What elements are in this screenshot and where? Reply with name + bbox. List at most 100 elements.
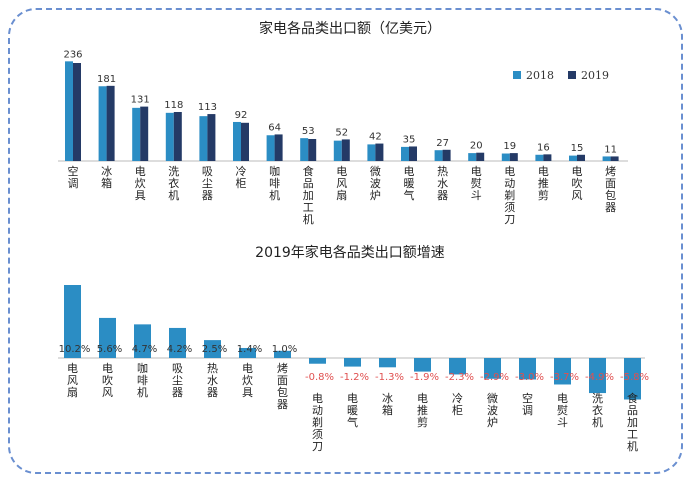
export-value-label: 64 (268, 122, 281, 133)
export-value-label: 15 (571, 143, 584, 154)
growth-bar-16 (624, 358, 641, 400)
growth-bar-4 (204, 340, 221, 358)
export-value-label: 52 (335, 127, 348, 138)
export-bar-2019-14 (543, 154, 552, 161)
export-category-label: 电熨斗 (471, 165, 482, 202)
export-value-label: 11 (604, 144, 617, 155)
export-chart-plot: 236 空调 181 冰箱 131 电炊具 118 洗衣机 113 吸尘器 92 冷柜 64 咖啡机 53 食… (58, 49, 628, 226)
export-bar-2018-6 (266, 135, 275, 161)
export-bar-2018-0 (65, 61, 73, 161)
growth-category-label: 电推剪 (417, 392, 428, 429)
export-bar-2018-1 (98, 86, 107, 161)
export-bar-2019-16 (610, 156, 619, 161)
export-bar-2019-2 (140, 106, 149, 161)
growth-bar-15 (589, 358, 606, 394)
export-category-label: 微波炉 (370, 164, 381, 202)
growth-value-label: -1.2% (340, 372, 369, 383)
export-bar-2019-0 (73, 63, 81, 161)
growth-chart-title: 2019年家电各品类出口额增速 (255, 244, 445, 261)
growth-category-label: 微波炉 (487, 391, 498, 429)
export-bar-2019-4 (207, 114, 216, 161)
export-value-label: 27 (436, 138, 449, 149)
export-bar-2019-10 (409, 146, 417, 161)
export-category-label: 热水器 (437, 165, 448, 202)
growth-bar-7 (309, 358, 326, 364)
growth-category-label: 冰箱 (382, 392, 393, 417)
growth-category-label: 空调 (522, 391, 533, 417)
growth-bar-12 (484, 358, 501, 379)
growth-category-label: 电风扇 (67, 362, 78, 399)
export-value-label: 181 (97, 74, 116, 85)
legend-swatch-2018 (513, 71, 521, 79)
growth-category-label: 冷柜 (452, 392, 463, 417)
export-bar-2018-15 (569, 155, 577, 161)
export-category-label: 电暖气 (404, 165, 415, 202)
export-category-label: 烤面包器 (605, 164, 616, 214)
growth-category-label: 洗衣机 (592, 392, 603, 429)
export-bar-2019-1 (106, 85, 115, 161)
export-bar-2019-3 (173, 112, 182, 161)
growth-bar-14 (554, 358, 571, 385)
growth-bar-5 (239, 347, 256, 358)
export-category-label: 咖啡机 (269, 164, 280, 202)
growth-category-label: 电熨斗 (557, 392, 568, 429)
growth-value-label: 1.0% (272, 344, 297, 355)
growth-value-label: 5.6% (97, 344, 122, 355)
export-category-label: 电炊具 (135, 165, 146, 202)
growth-bar-6 (274, 350, 291, 358)
export-category-label: 冷柜 (236, 165, 247, 190)
export-bar-2018-11 (434, 150, 443, 161)
export-bar-2019-5 (241, 122, 249, 161)
export-chart-title: 家电各品类出口额（亿美元） (259, 20, 441, 37)
export-bar-2018-5 (233, 121, 241, 161)
growth-category-label: 食品加工机 (627, 391, 638, 453)
growth-bar-9 (379, 358, 396, 368)
growth-category-label: 烤面包器 (277, 361, 288, 411)
export-bar-2018-2 (132, 107, 141, 161)
export-value-label: 131 (131, 95, 150, 106)
export-value-label: 20 (470, 141, 483, 152)
growth-value-label: 4.7% (132, 344, 157, 355)
growth-value-label: -1.3% (375, 372, 404, 383)
export-category-label: 吸尘器 (202, 165, 213, 202)
growth-bar-13 (519, 358, 536, 380)
growth-category-label: 吸尘器 (172, 362, 183, 399)
export-bar-2018-12 (468, 153, 477, 161)
export-bar-2019-7 (308, 138, 317, 161)
export-bar-2019-9 (375, 143, 384, 161)
export-value-label: 236 (63, 49, 82, 60)
export-bar-2018-13 (501, 153, 510, 161)
export-bar-2019-12 (476, 152, 485, 161)
growth-value-label: -3.7% (550, 372, 579, 383)
export-value-label: 53 (302, 126, 315, 137)
growth-category-label: 电暖气 (347, 392, 358, 429)
legend-label-2019: 2019 (581, 69, 609, 82)
export-category-label: 电吹风 (572, 165, 583, 202)
growth-value-label: 1.4% (237, 344, 262, 355)
export-bar-2019-15 (577, 154, 585, 161)
growth-bar-1 (99, 317, 116, 358)
export-bar-2018-16 (602, 156, 611, 161)
growth-category-label: 电动剃须刀 (312, 392, 323, 453)
export-category-label: 电风扇 (336, 165, 347, 202)
growth-chart-plot: 10.2% 电风扇 5.6% 电吹风 4.7% 咖啡机 4.2% 吸尘器 2.5% 热水器 1.4%… (58, 285, 649, 453)
growth-value-label: 10.2% (59, 344, 91, 355)
growth-value-label: -3.0% (515, 372, 544, 383)
growth-bar-11 (449, 358, 466, 375)
export-bar-2019-13 (509, 153, 518, 161)
export-bar-2018-9 (367, 144, 376, 161)
growth-category-label: 电吹风 (102, 362, 113, 399)
growth-value-label: -4.9% (585, 372, 614, 383)
growth-category-label: 热水器 (207, 362, 218, 399)
export-bar-2018-3 (165, 112, 174, 161)
export-bar-2018-8 (333, 140, 342, 161)
export-category-label: 洗衣机 (168, 165, 179, 202)
growth-category-label: 电炊具 (242, 362, 253, 399)
export-bar-2019-6 (274, 134, 283, 161)
growth-bar-2 (134, 324, 151, 358)
export-bar-2018-7 (300, 138, 309, 161)
export-value-label: 118 (164, 100, 183, 111)
growth-bar-0 (64, 285, 81, 358)
legend-swatch-2019 (568, 71, 576, 79)
export-category-label: 电推剪 (538, 165, 549, 202)
